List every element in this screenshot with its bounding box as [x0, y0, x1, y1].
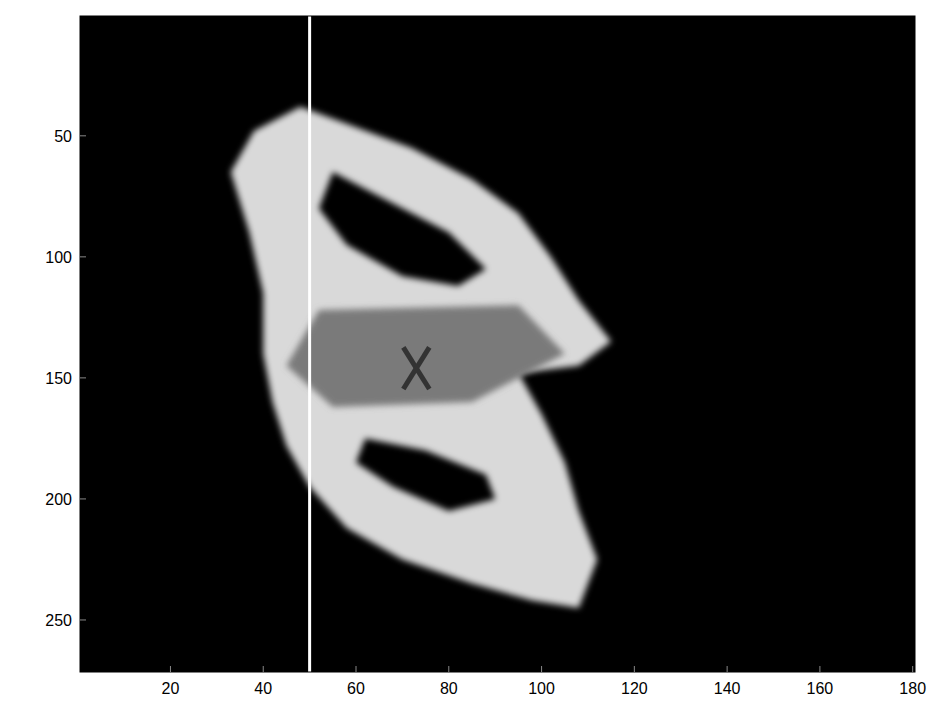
x-tick-label: 140: [714, 680, 741, 697]
x-tick-label: 20: [162, 680, 180, 697]
point-marker: [403, 347, 429, 389]
x-tick-label: 160: [807, 680, 834, 697]
bright-region: [231, 107, 611, 608]
chart: 20 40 60 80 100 120 140 160 180 50 100 150 200 250: [0, 0, 939, 710]
y-tick: [80, 256, 86, 257]
frame: [80, 16, 915, 672]
x-tick: [170, 666, 171, 672]
plot-area: [231, 16, 611, 672]
x-tick: [356, 666, 357, 672]
x-tick-label: 80: [440, 680, 458, 697]
x-tick-label: 180: [899, 680, 926, 697]
y-tick-label: 150: [45, 370, 72, 387]
x-tick: [634, 666, 635, 672]
x-tick: [263, 666, 264, 672]
hole: [319, 172, 486, 286]
x-tick-label: 120: [621, 680, 648, 697]
y-tick-label: 200: [45, 491, 72, 508]
image-background: [80, 16, 915, 672]
y-tick: [80, 619, 86, 620]
x-tick: [727, 666, 728, 672]
y-tick: [80, 135, 86, 136]
y-tick-label: 100: [45, 249, 72, 266]
y-tick-label: 50: [54, 128, 72, 145]
x-tick: [819, 666, 820, 672]
x-tick: [448, 666, 449, 672]
hole: [356, 438, 495, 511]
y-tick-label: 250: [45, 612, 72, 629]
x-tick: [912, 666, 913, 672]
x-tick: [541, 666, 542, 672]
x-tick-label: 100: [528, 680, 555, 697]
x-tick-label: 40: [254, 680, 272, 697]
dim-region: [286, 305, 564, 407]
y-tick: [80, 377, 86, 378]
vertical-line: [308, 16, 311, 672]
y-tick: [80, 498, 86, 499]
x-tick-label: 60: [347, 680, 365, 697]
